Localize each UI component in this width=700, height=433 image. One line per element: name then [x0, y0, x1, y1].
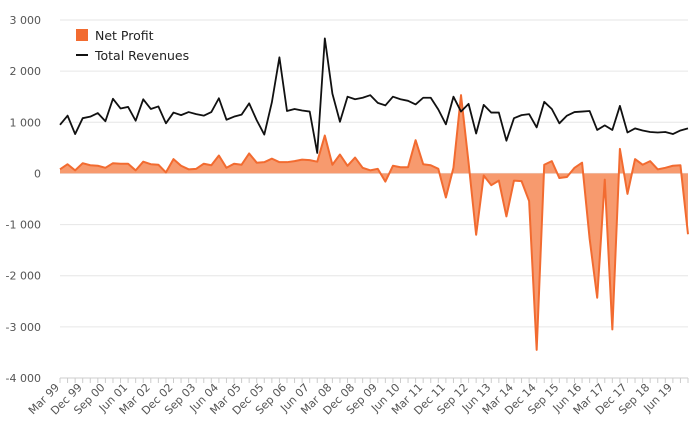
- y-tick-label: -2 000: [6, 270, 41, 283]
- y-tick-label: -4 000: [6, 372, 41, 385]
- y-tick-label: 2 000: [10, 65, 42, 78]
- legend-label-net-profit: Net Profit: [95, 28, 154, 43]
- total-revenues-path: [59, 37, 689, 154]
- net-profit-fill: [60, 95, 688, 350]
- y-axis: 3 000 2 000 1 000 0 -1 000 -2 000 -3 000 -4 000: [6, 14, 41, 385]
- y-tick-label: -1 000: [6, 219, 41, 232]
- net-profit-line: [59, 94, 689, 351]
- net-profit-area: [59, 94, 689, 351]
- y-tick-label: 1 000: [10, 116, 42, 129]
- y-tick-label: 3 000: [10, 14, 42, 27]
- legend: Net Profit Total Revenues: [76, 28, 189, 63]
- legend-label-total-revenues: Total Revenues: [94, 48, 189, 63]
- y-tick-label: -3 000: [6, 321, 41, 334]
- total-revenues-line: [59, 37, 689, 154]
- y-tick-label: 0: [34, 167, 41, 180]
- legend-swatch-net-profit: [76, 29, 88, 41]
